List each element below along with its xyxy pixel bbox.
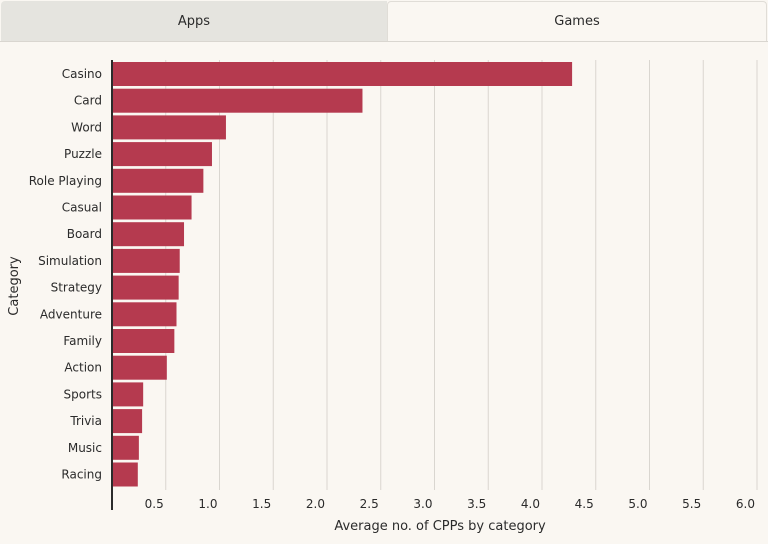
x-tick-label: 4.5 [575, 497, 594, 511]
bar-casino [112, 62, 573, 86]
category-label: Simulation [38, 254, 102, 268]
x-tick-label: 5.5 [682, 497, 701, 511]
bar-racing [112, 462, 138, 487]
bar-casual [112, 195, 192, 220]
tab-bar: Apps Games [0, 0, 768, 42]
bar-strategy [112, 275, 179, 300]
category-label: Casual [62, 201, 102, 215]
x-tick-label: 2.0 [306, 497, 325, 511]
bar-music [112, 435, 139, 460]
category-label: Adventure [40, 307, 102, 321]
category-label: Board [67, 227, 102, 241]
bar-card [112, 88, 363, 113]
bar-chart: 0.5 1.0 1.5 2.0 2.5 3.0 3.5 4.0 4.5 5.0 5.5 6.0 Casi… [7, 60, 758, 534]
category-label: Role Playing [29, 174, 102, 188]
x-tick-label: 4.0 [521, 497, 540, 511]
bar-family [112, 329, 175, 353]
bar-board [112, 222, 185, 247]
y-axis-title: Category [7, 256, 22, 316]
x-tick-label: 3.0 [413, 497, 432, 511]
category-label: Family [63, 334, 102, 348]
bar-word [112, 115, 226, 140]
category-label: Card [74, 94, 102, 108]
x-tick-label: 0.5 [145, 497, 164, 511]
category-label: Word [71, 120, 102, 134]
x-tick-label: 2.5 [360, 497, 379, 511]
category-label: Racing [61, 468, 102, 482]
category-label: Sports [64, 387, 102, 401]
x-tick-label: 5.0 [628, 497, 647, 511]
x-axis-title: Average no. of CPPs by category [334, 519, 546, 534]
x-tick-label: 6.0 [736, 497, 755, 511]
x-tick-label: 3.5 [467, 497, 486, 511]
bar-action [112, 355, 167, 380]
tab-apps[interactable]: Apps [1, 1, 387, 41]
bar-trivia [112, 409, 143, 434]
tab-games-label: Games [554, 14, 600, 29]
category-label: Action [64, 361, 102, 375]
category-label: Strategy [51, 281, 102, 295]
tab-games[interactable]: Games [387, 1, 767, 41]
category-label: Trivia [69, 414, 102, 428]
bar-sports [112, 382, 144, 407]
category-label: Casino [62, 67, 102, 81]
x-tick-label: 1.5 [252, 497, 271, 511]
bar-simulation [112, 248, 180, 273]
category-label: Puzzle [64, 147, 102, 161]
bar-adventure [112, 302, 177, 327]
bar-role-playing [112, 168, 204, 193]
category-label: Music [68, 441, 102, 455]
bar-puzzle [112, 142, 212, 167]
x-tick-label: 1.0 [198, 497, 217, 511]
tab-apps-label: Apps [177, 13, 211, 29]
